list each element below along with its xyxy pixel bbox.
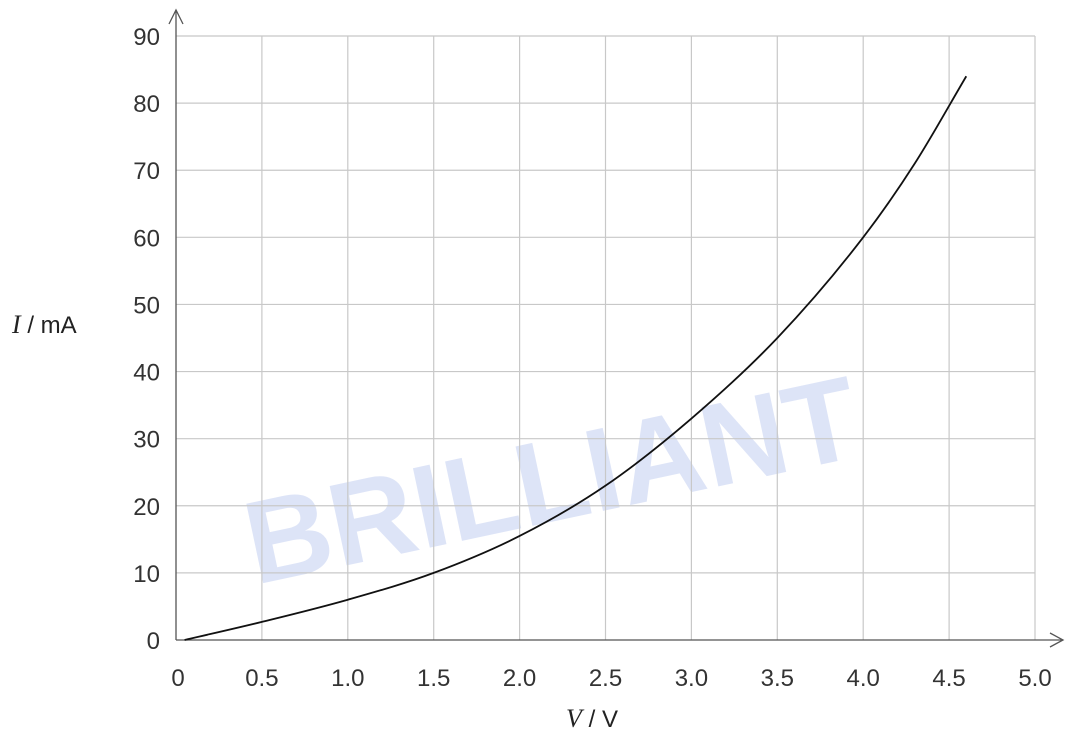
x-axis-arrow xyxy=(1049,632,1065,648)
y-tick-label: 0 xyxy=(147,628,160,655)
x-tick-labels: 0 0.5 1.0 1.5 2.0 2.5 3.0 3.5 4.0 4.5 5.0 xyxy=(171,665,1051,692)
x-tick-label: 0.5 xyxy=(245,665,278,692)
y-tick-label: 90 xyxy=(133,24,160,51)
y-tick-label: 60 xyxy=(133,225,160,252)
y-tick-label: 70 xyxy=(133,158,160,185)
x-tick-label: 2.5 xyxy=(589,665,622,692)
y-axis-label-symbol: I xyxy=(11,310,22,339)
y-axis-label-unit: / mA xyxy=(21,312,77,339)
x-tick-label: 3.5 xyxy=(761,665,794,692)
x-tick-label: 1.0 xyxy=(331,665,364,692)
y-tick-label: 40 xyxy=(133,360,160,387)
axes xyxy=(168,8,1065,648)
y-tick-label: 80 xyxy=(133,91,160,118)
y-tick-labels: 0 10 20 30 40 50 60 70 80 90 xyxy=(133,24,160,655)
x-axis-label-unit: / V xyxy=(582,706,618,733)
x-axis-label: V / V xyxy=(566,704,618,733)
x-tick-label: 3.0 xyxy=(675,665,708,692)
watermark: BRILLIANT xyxy=(233,352,870,611)
watermark-text: BRILLIANT xyxy=(233,352,870,611)
y-tick-label: 50 xyxy=(133,292,160,319)
x-tick-label: 1.5 xyxy=(417,665,450,692)
x-axis-label-symbol: V xyxy=(566,704,585,733)
grid xyxy=(176,35,1036,640)
x-tick-label: 0 xyxy=(171,665,184,692)
y-tick-label: 10 xyxy=(133,561,160,588)
x-tick-label: 4.0 xyxy=(847,665,880,692)
x-tick-label: 2.0 xyxy=(503,665,536,692)
y-axis-label: I / mA xyxy=(11,310,77,339)
y-tick-label: 30 xyxy=(133,427,160,454)
y-axis-arrow xyxy=(168,8,184,25)
x-tick-label: 5.0 xyxy=(1018,665,1051,692)
y-tick-label: 20 xyxy=(133,494,160,521)
series-line xyxy=(184,75,968,641)
x-tick-label: 4.5 xyxy=(932,665,965,692)
series-group xyxy=(184,75,968,641)
